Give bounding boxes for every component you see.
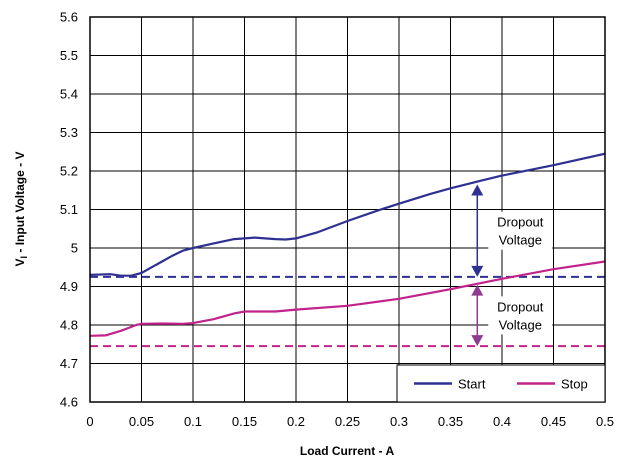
legend: Start Stop bbox=[396, 364, 606, 403]
x-tick-label: 0.3 bbox=[390, 414, 408, 429]
y-tick-label: 4.9 bbox=[60, 279, 78, 294]
annotations: Dropout Voltage Dropout Voltage bbox=[471, 184, 553, 347]
x-tick-label: 0 bbox=[86, 414, 93, 429]
x-tick-label: 0.15 bbox=[232, 414, 257, 429]
y-tick-label: 5.3 bbox=[60, 125, 78, 140]
series-lines bbox=[90, 152, 605, 337]
dropout-arrow-head-down bbox=[471, 335, 484, 347]
series-line-start bbox=[90, 152, 605, 277]
x-tick-label: 0.1 bbox=[184, 414, 202, 429]
x-tick-label: 0.05 bbox=[129, 414, 154, 429]
annotation-label: Voltage bbox=[499, 233, 542, 248]
x-tick-label: 0.45 bbox=[541, 414, 566, 429]
y-axis-title-prefix: V bbox=[13, 258, 27, 266]
x-tick-label: 0.35 bbox=[438, 414, 463, 429]
y-tick-label: 5.2 bbox=[60, 164, 78, 179]
y-axis-title: VI - Input Voltage - V bbox=[13, 152, 29, 267]
x-tick-label: 0.25 bbox=[335, 414, 360, 429]
annotation-label-bg bbox=[488, 296, 553, 335]
y-tick-label: 5.4 bbox=[60, 87, 78, 102]
y-tick-label: 5 bbox=[71, 241, 78, 256]
dropout-arrow-head-down bbox=[471, 265, 484, 277]
x-tick-labels: 0 0.05 0.1 0.15 0.2 0.25 0.3 0.35 0.4 0.45 0.5 bbox=[86, 414, 614, 429]
y-axis-title-rest: - Input Voltage - V bbox=[13, 152, 27, 256]
y-tick-label: 5.6 bbox=[60, 10, 78, 25]
reference-lines bbox=[90, 275, 605, 348]
legend-label-stop: Stop bbox=[561, 377, 588, 392]
annotation-label-bg bbox=[488, 211, 553, 250]
legend-label-start: Start bbox=[458, 377, 486, 392]
y-tick-label: 5.5 bbox=[60, 48, 78, 63]
annotation-label: Dropout bbox=[497, 299, 544, 314]
y-tick-label: 4.7 bbox=[60, 356, 78, 371]
y-tick-label: 4.6 bbox=[60, 395, 78, 410]
dropout-arrow-head-up bbox=[471, 184, 484, 196]
y-axis-title-subscript: I bbox=[19, 256, 29, 259]
y-tick-labels: 4.6 4.7 4.8 4.9 5 5.1 5.2 5.3 5.4 5.5 5.6 bbox=[60, 10, 78, 410]
annotation-label: Dropout bbox=[497, 215, 544, 230]
annotation-label: Voltage bbox=[499, 317, 542, 332]
x-tick-label: 0.2 bbox=[287, 414, 305, 429]
x-tick-label: 0.5 bbox=[596, 414, 614, 429]
series-line-stop bbox=[90, 260, 605, 337]
y-tick-label: 5.1 bbox=[60, 202, 78, 217]
x-tick-label: 0.4 bbox=[493, 414, 511, 429]
x-axis-title: Load Current - A bbox=[300, 444, 395, 458]
plot-frame bbox=[89, 16, 606, 403]
dropout-arrow-head-up bbox=[471, 284, 484, 296]
y-tick-label: 4.8 bbox=[60, 318, 78, 333]
